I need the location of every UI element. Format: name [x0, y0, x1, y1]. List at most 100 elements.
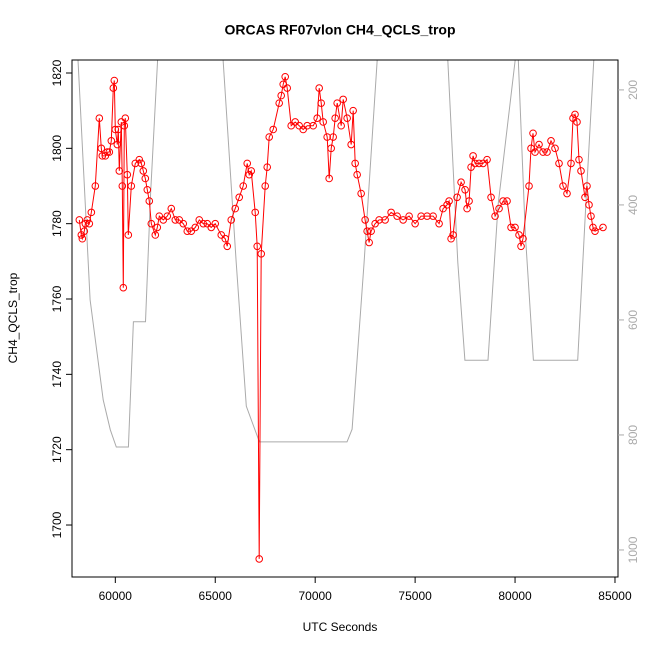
data-point: [375, 216, 383, 224]
data-point: [491, 212, 499, 220]
data-point: [175, 216, 184, 224]
data-point: [325, 174, 333, 183]
y-tick-label: 1740: [50, 361, 64, 388]
data-point: [495, 204, 503, 213]
data-point: [469, 152, 477, 160]
data-point: [573, 118, 581, 126]
data-point: [371, 219, 379, 228]
data-point: [83, 216, 92, 224]
data-point: [85, 219, 94, 228]
data-point: [471, 159, 479, 168]
data-point: [555, 159, 563, 168]
plot-area: [75, 60, 607, 563]
data-point: [253, 242, 262, 251]
data-point: [487, 193, 495, 202]
data-point: [405, 212, 413, 220]
data-point: [211, 219, 220, 228]
data-point: [299, 125, 307, 134]
y2-tick-label: 400: [626, 195, 640, 215]
data-point: [423, 212, 431, 220]
data-point: [361, 216, 369, 224]
data-point: [323, 133, 331, 141]
data-point: [443, 201, 451, 209]
data-point: [141, 174, 150, 183]
data-point: [235, 193, 244, 202]
data-point: [109, 84, 118, 92]
data-point: [257, 250, 266, 258]
data-point: [411, 219, 419, 228]
data-point: [527, 144, 535, 153]
data-point: [313, 114, 321, 122]
data-point: [91, 182, 100, 190]
data-point: [295, 121, 303, 130]
data-point: [585, 201, 593, 209]
data-point: [78, 234, 87, 243]
data-point: [599, 223, 607, 232]
data-point: [363, 227, 371, 236]
data-point: [581, 193, 589, 202]
data-point: [447, 234, 455, 243]
data-point: [571, 110, 579, 119]
data-point: [147, 219, 156, 228]
data-point: [87, 208, 96, 217]
data-point: [139, 167, 148, 175]
data-point: [543, 148, 551, 156]
series-line: [78, 76, 604, 559]
data-point: [353, 170, 361, 179]
data-point: [439, 204, 447, 213]
data-point: [187, 227, 196, 236]
y2-tick-label: 200: [626, 80, 640, 100]
data-point: [199, 219, 208, 228]
y-tick-label: 1780: [50, 210, 64, 237]
data-point: [591, 227, 599, 236]
data-point: [163, 212, 172, 220]
data-point: [519, 234, 527, 243]
data-point: [399, 216, 407, 224]
data-point: [587, 212, 595, 220]
data-point: [145, 197, 154, 205]
data-point: [263, 163, 272, 171]
data-point: [195, 216, 204, 224]
data-point: [159, 216, 168, 224]
chart-title: ORCAS RF07vlon CH4_QCLS_trop: [224, 22, 455, 38]
data-point: [287, 121, 295, 130]
data-point: [121, 114, 130, 122]
data-point: [203, 219, 212, 228]
data-point: [393, 212, 401, 220]
data-point: [277, 91, 286, 100]
data-point: [357, 189, 365, 198]
data-point: [221, 234, 230, 243]
data-point: [269, 125, 278, 134]
data-point: [97, 144, 106, 153]
data-point: [453, 193, 461, 202]
x-tick-label: 80000: [498, 589, 532, 603]
data-point: [261, 182, 270, 190]
data-point: [119, 283, 128, 292]
data-point: [365, 238, 373, 247]
y-tick-label: 1800: [50, 135, 64, 162]
y-axis-label: CH4_QCLS_trop: [6, 272, 20, 363]
data-point: [231, 204, 240, 213]
data-point: [167, 204, 176, 213]
data-point: [539, 148, 547, 156]
data-point: [95, 114, 104, 122]
data-point: [387, 208, 395, 217]
data-point: [317, 99, 325, 107]
data-point: [531, 148, 539, 156]
y-tick-label: 1820: [50, 59, 64, 86]
data-point: [499, 197, 507, 205]
data-point: [467, 163, 475, 171]
data-point: [115, 167, 124, 175]
data-point: [143, 185, 152, 194]
data-point: [243, 159, 252, 168]
data-point: [171, 216, 180, 224]
series-line: [77, 60, 595, 448]
data-point: [319, 118, 327, 126]
data-point: [245, 170, 254, 179]
data-point: [583, 182, 591, 190]
data-point: [153, 223, 162, 232]
data-point: [101, 152, 110, 160]
data-point: [283, 84, 291, 92]
data-point: [207, 223, 216, 232]
